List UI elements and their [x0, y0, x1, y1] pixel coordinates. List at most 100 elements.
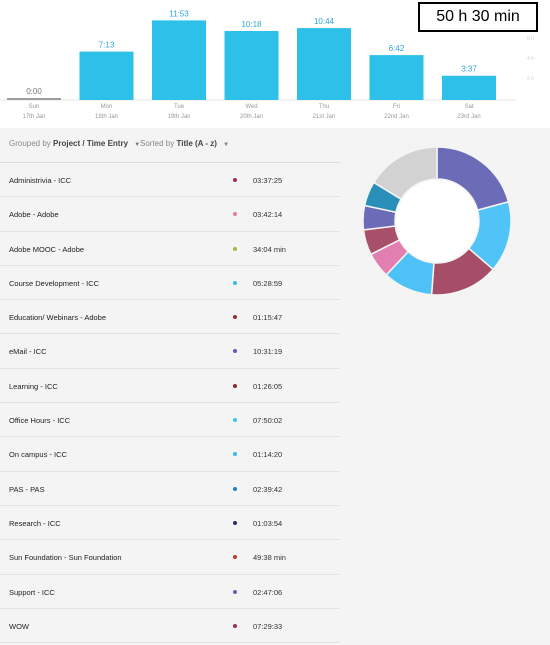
day-tick-label: Thu — [319, 104, 329, 110]
chevron-down-icon: ▼ — [223, 142, 230, 148]
time-entry-row[interactable]: Sun Foundation - Sun Foundation 49:38 min — [0, 540, 340, 575]
bar-sun[interactable] — [7, 98, 61, 100]
project-color-dot — [233, 280, 237, 285]
entry-title: PAS - PAS — [9, 484, 45, 494]
sort-by-value: Title (A - z) — [176, 139, 217, 148]
sort-by-prefix: Sorted by — [140, 139, 175, 148]
date-tick-label: 20th Jan — [240, 114, 263, 120]
entry-duration: 01:15:47 — [253, 313, 283, 323]
project-color-dot — [233, 589, 237, 594]
project-color-dot — [233, 246, 237, 251]
day-tick-label: Fri — [393, 104, 400, 110]
date-tick-label: 17th Jan — [22, 114, 45, 120]
list-divider — [0, 162, 340, 163]
bar-tue[interactable] — [152, 20, 206, 100]
group-by-value: Project / Time Entry — [53, 139, 129, 148]
date-tick-label: 21st Jan — [313, 114, 336, 120]
entry-duration: 02:47:06 — [253, 587, 283, 597]
time-entry-row[interactable]: Course Development - ICC 05:28:59 — [0, 266, 340, 301]
project-color-dot — [233, 383, 237, 388]
bar-value-label: 3:37 — [461, 65, 477, 74]
bar-value-label: 7:13 — [99, 41, 115, 50]
project-color-dot — [233, 212, 237, 217]
entry-title: Administrivia - ICC — [9, 176, 72, 185]
time-entry-row[interactable]: On campus - ICC 01:14:20 — [0, 437, 340, 472]
entry-duration: 49:38 min — [253, 553, 286, 563]
bar-value-label: 0:00 — [26, 87, 42, 96]
entry-title: Learning - ICC — [9, 381, 58, 391]
donut-segment[interactable] — [372, 146, 438, 201]
project-donut-chart — [362, 146, 512, 296]
list-toolbar: Grouped by Project / Time Entry ▼ Sorted… — [0, 128, 550, 160]
project-color-dot — [233, 486, 237, 491]
time-entry-row[interactable]: eMail - ICC 10:31:19 — [0, 334, 340, 369]
entry-duration: 05:28:59 — [253, 278, 283, 288]
entry-duration: 07:50:02 — [253, 416, 283, 426]
entry-duration: 01:14:20 — [253, 450, 283, 460]
entry-duration: 01:03:54 — [253, 518, 283, 528]
time-entry-row[interactable]: Learning - ICC 01:26:05 — [0, 369, 340, 404]
entry-title: On campus - ICC — [9, 450, 67, 460]
entry-title: Adobe - Adobe — [9, 210, 59, 220]
entry-title: Support - ICC — [9, 587, 55, 597]
entry-title: Research - ICC — [9, 518, 61, 528]
time-entry-row[interactable]: Education/ Webinars - Adobe 01:15:47 — [0, 300, 340, 335]
group-by-dropdown[interactable]: Grouped by Project / Time Entry ▼ — [9, 139, 140, 148]
entry-duration: 02:39:42 — [253, 484, 283, 494]
project-color-dot — [233, 520, 237, 525]
entry-title: Adobe MOOC - Adobe — [9, 244, 85, 254]
entry-duration: 03:42:14 — [253, 210, 283, 220]
bar-wed[interactable] — [224, 30, 279, 101]
bar-thu[interactable] — [297, 28, 351, 100]
time-entry-row[interactable]: Adobe - Adobe 03:42:14 — [0, 197, 340, 232]
entry-title: Education/ Webinars - Adobe — [9, 313, 107, 323]
date-tick-label: 19th Jan — [167, 114, 190, 120]
project-color-dot — [233, 452, 237, 457]
bar-value-label: 10:44 — [314, 17, 335, 26]
group-by-prefix: Grouped by — [9, 139, 51, 148]
project-color-dot — [233, 623, 237, 628]
time-entry-row[interactable]: Research - ICC 01:03:54 — [0, 506, 340, 541]
date-tick-label: 22nd Jan — [384, 114, 409, 120]
entry-duration: 07:29:33 — [253, 621, 283, 631]
time-entry-row[interactable]: Adobe MOOC - Adobe 34:04 min — [0, 232, 340, 266]
project-color-dot — [233, 349, 237, 354]
day-tick-label: Sun — [29, 104, 40, 110]
total-time-badge: 50 h 30 min — [418, 2, 538, 32]
date-tick-label: 18th Jan — [95, 114, 118, 120]
day-tick-label: Mon — [101, 104, 113, 110]
bar-mon[interactable] — [79, 51, 134, 100]
entry-duration: 34:04 min — [253, 244, 286, 254]
bar-value-label: 11:53 — [169, 9, 189, 18]
axis-hint-label: 6 h — [527, 36, 534, 42]
entry-duration: 01:26:05 — [253, 381, 283, 391]
chevron-down-icon: ▼ — [134, 142, 141, 148]
entry-title: Sun Foundation - Sun Foundation — [9, 553, 122, 563]
time-entry-row[interactable]: WOW 07:29:33 — [0, 609, 340, 644]
bar-fri[interactable] — [369, 55, 424, 100]
entry-title: Course Development - ICC — [9, 278, 100, 288]
project-color-dot — [233, 555, 237, 560]
donut-hole — [396, 180, 478, 262]
date-tick-label: 23rd Jan — [457, 114, 480, 120]
time-entry-row[interactable]: Administrivia - ICC 03:37:25 — [0, 163, 340, 198]
bar-sat[interactable] — [442, 75, 496, 100]
axis-hint-label: 4 h — [527, 56, 534, 62]
time-entry-row[interactable]: Office Hours - ICC 07:50:02 — [0, 403, 340, 438]
sort-by-dropdown[interactable]: Sorted by Title (A - z) ▼ — [140, 139, 229, 148]
day-tick-label: Wed — [245, 104, 257, 110]
project-color-dot — [233, 315, 237, 320]
time-entry-list: Administrivia - ICC 03:37:25 Adobe - Adobe… — [0, 163, 340, 644]
project-color-dot — [233, 418, 237, 423]
entry-title: Office Hours - ICC — [9, 416, 71, 426]
entry-duration: 03:37:25 — [253, 176, 283, 185]
project-color-dot — [233, 178, 237, 182]
bar-value-label: 6:42 — [389, 44, 405, 53]
bar-value-label: 10:18 — [241, 20, 262, 29]
axis-hint-label: 2 h — [527, 76, 534, 82]
entry-title: eMail - ICC — [9, 347, 47, 357]
entry-duration: 10:31:19 — [253, 347, 283, 357]
time-entry-row[interactable]: Support - ICC 02:47:06 — [0, 575, 340, 609]
time-entry-row[interactable]: PAS - PAS 02:39:42 — [0, 472, 340, 506]
